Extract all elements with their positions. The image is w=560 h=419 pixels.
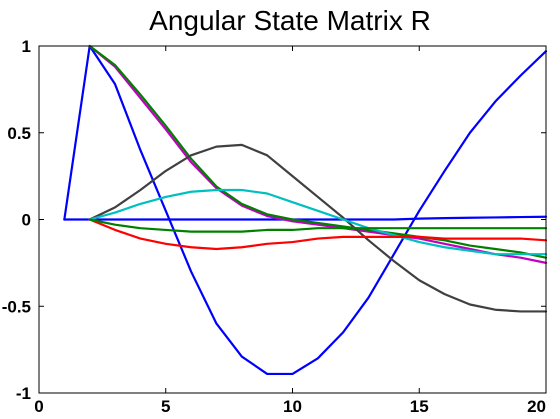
x-tick-label: 20 [527,397,546,416]
series-layer [63,44,548,376]
series-line-2 [63,215,548,221]
series-line-3 [88,44,548,264]
x-tick-label: 5 [161,397,170,416]
x-tick-label: 15 [410,397,429,416]
series-line-1 [63,44,548,376]
y-tick-label: -0.5 [2,297,31,316]
tick-layer: 0 5 10 15 20 1 0.5 0 -0.5 -1 [2,37,547,416]
series-line-5 [88,143,548,313]
y-tick-label: 0.5 [7,124,31,143]
x-tick-label: 10 [283,397,302,416]
y-tick-label: 0 [22,211,31,230]
series-line-8 [88,218,548,233]
chart-title: Angular State Matrix R [149,5,431,36]
x-tick-label: 0 [34,397,43,416]
series-line-4 [88,44,548,259]
y-tick-label: -1 [16,384,31,403]
y-tick-label: 1 [22,37,31,56]
series-line-7 [88,218,548,251]
series-line-6 [88,188,548,256]
